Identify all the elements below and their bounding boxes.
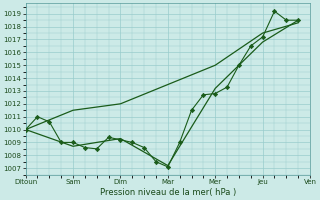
X-axis label: Pression niveau de la mer( hPa ): Pression niveau de la mer( hPa ) (100, 188, 236, 197)
